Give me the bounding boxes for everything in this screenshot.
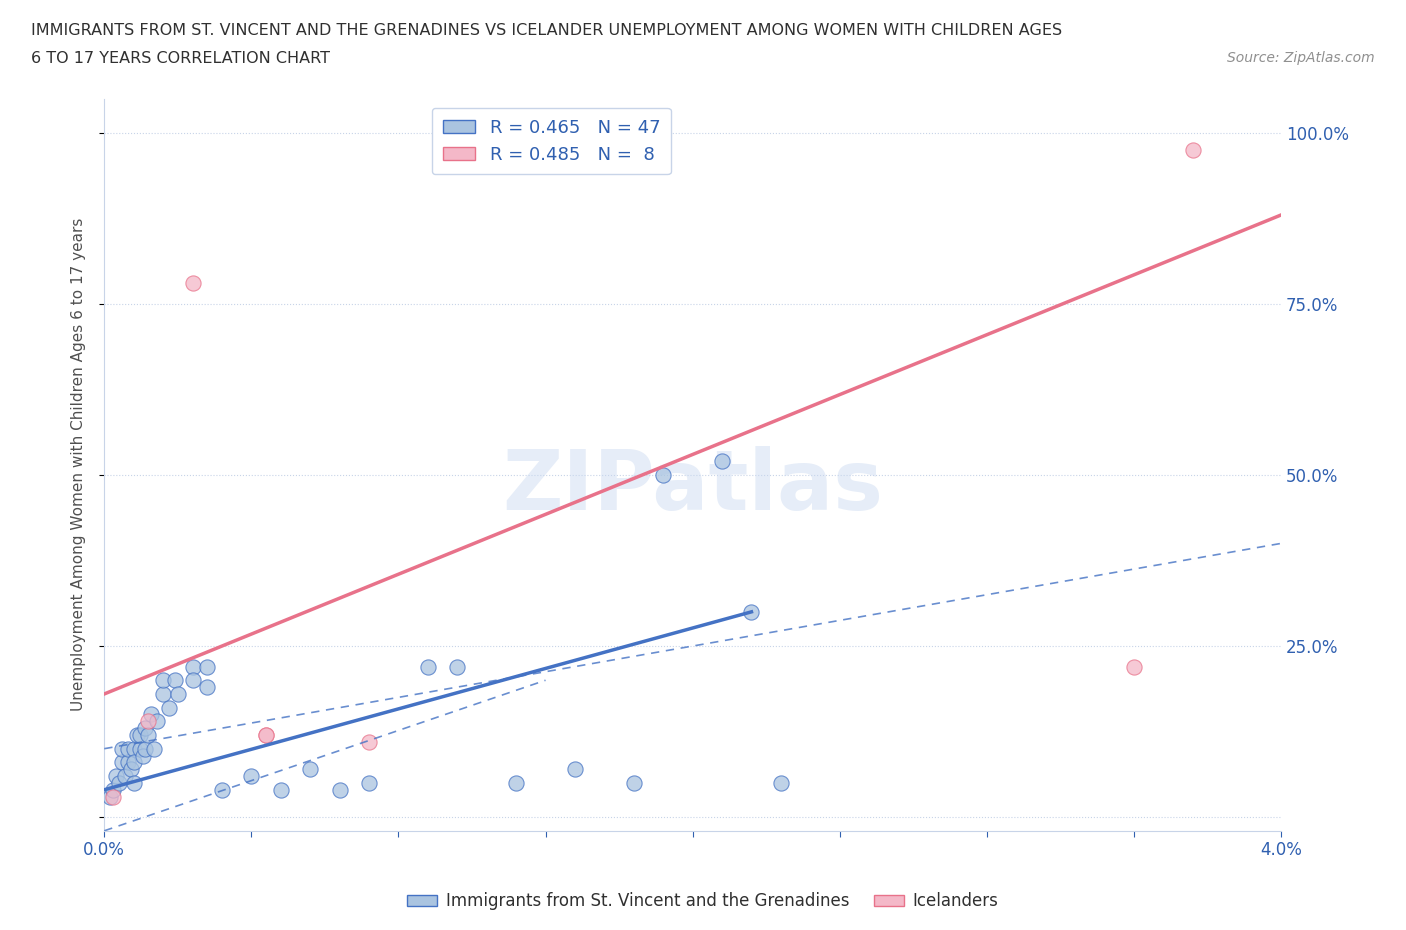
Point [329,782,352,797]
Point [122,755,145,770]
Point [114,768,136,783]
Point [254,727,277,742]
Point [211,782,233,797]
Point [564,762,586,777]
Point [157,700,180,715]
Point [101,782,124,797]
Point [101,790,124,804]
Point [152,686,174,701]
Point [711,454,734,469]
Point [152,672,174,687]
Point [108,776,131,790]
Point [141,707,163,722]
Point [122,741,145,756]
Legend: R = 0.465   N = 47, R = 0.485   N =  8: R = 0.465 N = 47, R = 0.485 N = 8 [432,108,671,175]
Point [652,468,675,483]
Legend: Immigrants from St. Vincent and the Grenadines, Icelanders: Immigrants from St. Vincent and the Gren… [401,885,1005,917]
Point [623,776,645,790]
Point [254,727,277,742]
Point [105,768,128,783]
Point [195,680,218,695]
Point [181,672,204,687]
Point [505,776,527,790]
Point [181,659,204,674]
Point [128,727,150,742]
Y-axis label: Unemployment Among Women with Children Ages 6 to 17 years: Unemployment Among Women with Children A… [72,218,86,711]
Point [134,721,156,736]
Point [769,776,792,790]
Point [134,741,156,756]
Point [740,604,762,619]
Point [416,659,439,674]
Point [122,776,145,790]
Point [120,762,142,777]
Point [357,776,380,790]
Point [111,755,134,770]
Point [98,790,121,804]
Point [299,762,322,777]
Text: ZIPatlas: ZIPatlas [502,446,883,527]
Point [270,782,292,797]
Point [166,686,188,701]
Point [138,727,160,742]
Point [1181,142,1204,157]
Point [138,714,160,729]
Point [143,741,166,756]
Point [1122,659,1144,674]
Point [240,768,263,783]
Point [128,741,150,756]
Point [146,714,169,729]
Text: IMMIGRANTS FROM ST. VINCENT AND THE GRENADINES VS ICELANDER UNEMPLOYMENT AMONG W: IMMIGRANTS FROM ST. VINCENT AND THE GREN… [31,23,1062,38]
Point [181,276,204,291]
Text: 6 TO 17 YEARS CORRELATION CHART: 6 TO 17 YEARS CORRELATION CHART [31,51,330,66]
Point [357,735,380,750]
Point [131,748,153,763]
Point [117,755,139,770]
Point [163,672,186,687]
Point [195,659,218,674]
Point [446,659,468,674]
Point [125,727,148,742]
Point [111,741,134,756]
Point [117,741,139,756]
Text: Source: ZipAtlas.com: Source: ZipAtlas.com [1227,51,1375,65]
